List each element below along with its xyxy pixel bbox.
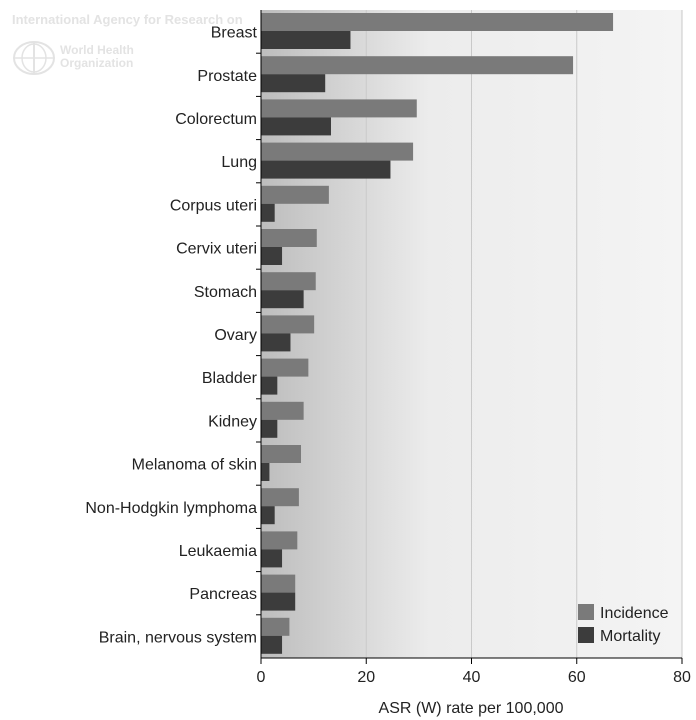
category-label-9: Kidney xyxy=(208,413,257,430)
x-tick-label-20: 20 xyxy=(357,669,375,686)
bar-mortality-9 xyxy=(261,419,278,438)
bar-incidence-1 xyxy=(261,56,574,75)
bar-incidence-0 xyxy=(261,13,614,31)
bar-incidence-12 xyxy=(261,531,298,550)
bar-mortality-2 xyxy=(261,117,331,136)
who-watermark: World Health Organization xyxy=(60,44,160,70)
x-tick-label-40: 40 xyxy=(463,669,481,686)
legend-swatch-mortality xyxy=(578,627,594,643)
bar-incidence-2 xyxy=(261,99,417,118)
category-label-0: Breast xyxy=(211,25,258,42)
bar-mortality-0 xyxy=(261,31,351,49)
bar-incidence-13 xyxy=(261,574,296,593)
bar-incidence-7 xyxy=(261,315,315,334)
who-logo-icon xyxy=(13,41,55,75)
bar-incidence-9 xyxy=(261,401,304,420)
bar-mortality-1 xyxy=(261,74,326,93)
x-tick-label-0: 0 xyxy=(257,669,266,686)
bar-incidence-8 xyxy=(261,358,309,377)
x-tick-label-60: 60 xyxy=(568,669,586,686)
category-label-2: Colorectum xyxy=(175,111,257,128)
bar-incidence-14 xyxy=(261,617,290,636)
bar-incidence-11 xyxy=(261,488,299,507)
category-label-11: Non-Hodgkin lymphoma xyxy=(85,500,257,517)
bar-incidence-3 xyxy=(261,142,414,161)
category-label-12: Leukaemia xyxy=(179,543,257,560)
category-label-7: Ovary xyxy=(214,327,257,344)
legend-swatch-incidence xyxy=(578,604,594,620)
category-label-14: Brain, nervous system xyxy=(99,629,257,646)
x-axis-title: ASR (W) rate per 100,000 xyxy=(379,700,564,717)
bar-mortality-5 xyxy=(261,247,283,265)
iarc-watermark: International Agency for Research on xyxy=(12,12,243,27)
bar-mortality-7 xyxy=(261,333,291,352)
category-label-6: Stomach xyxy=(194,284,257,301)
bar-incidence-10 xyxy=(261,445,301,463)
bar-mortality-14 xyxy=(261,635,283,654)
bar-incidence-4 xyxy=(261,185,329,204)
category-label-13: Pancreas xyxy=(189,586,257,603)
bar-incidence-5 xyxy=(261,229,317,247)
bar-mortality-3 xyxy=(261,160,391,179)
category-label-4: Corpus uteri xyxy=(170,197,257,214)
category-label-10: Melanoma of skin xyxy=(132,457,257,474)
x-tick-label-80: 80 xyxy=(673,669,691,686)
who-line-1: World Health xyxy=(60,43,134,57)
legend-label-mortality: Mortality xyxy=(600,628,660,645)
bar-mortality-12 xyxy=(261,549,283,568)
category-label-3: Lung xyxy=(221,154,257,171)
bar-mortality-4 xyxy=(261,203,275,222)
who-line-2: Organization xyxy=(60,56,134,70)
bar-mortality-13 xyxy=(261,592,296,611)
bar-mortality-6 xyxy=(261,290,304,309)
bar-mortality-10 xyxy=(261,463,270,481)
bar-mortality-8 xyxy=(261,376,278,395)
category-label-8: Bladder xyxy=(202,370,258,387)
category-label-5: Cervix uteri xyxy=(176,241,257,258)
bar-mortality-11 xyxy=(261,506,275,525)
category-label-1: Prostate xyxy=(197,68,257,85)
legend-label-incidence: Incidence xyxy=(600,605,669,622)
bar-incidence-6 xyxy=(261,272,316,291)
